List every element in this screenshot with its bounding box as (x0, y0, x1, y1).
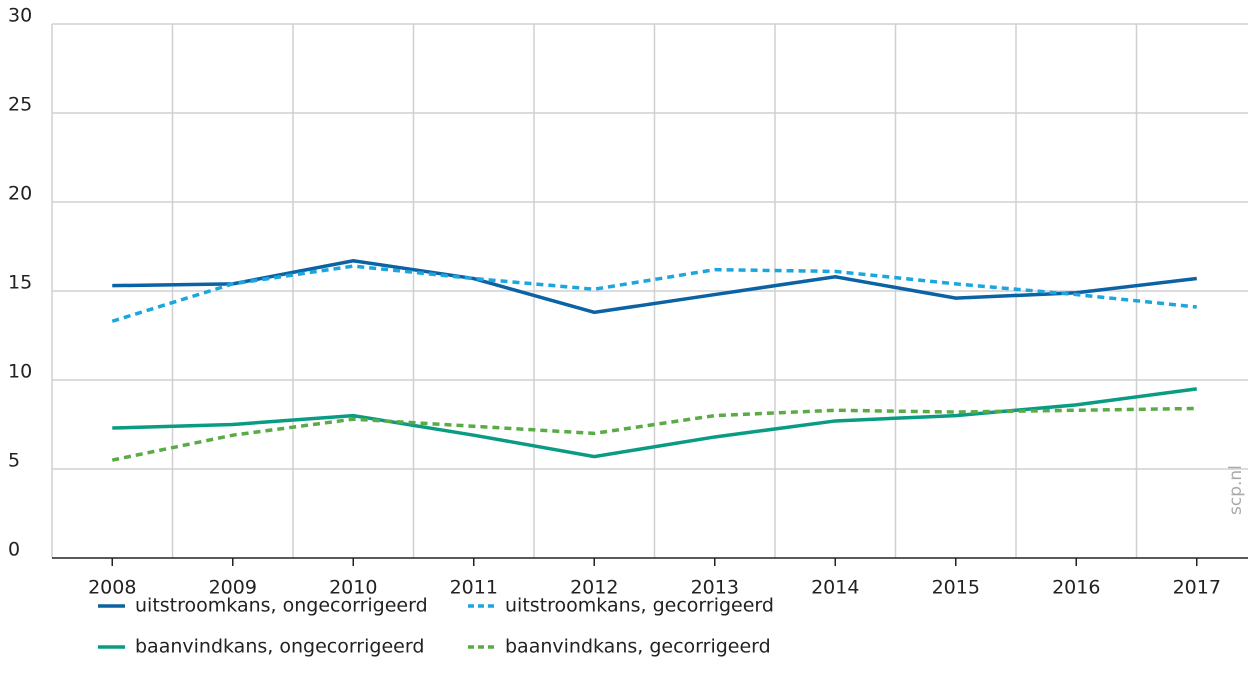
series-line (112, 258, 1197, 315)
x-tick-label: 2011 (450, 577, 498, 599)
x-tick-label: 2017 (1173, 577, 1221, 599)
legend-label: baanvindkans, gecorrigeerd (505, 636, 771, 658)
x-tick-label: 2014 (811, 577, 859, 599)
y-tick-label: 25 (8, 94, 32, 116)
x-tick-label: 2012 (570, 577, 618, 599)
x-tick-label: 2016 (1052, 577, 1100, 599)
y-tick-label: 30 (8, 5, 32, 27)
series-line (112, 387, 1197, 459)
legend-label: baanvindkans, ongecorrigeerd (135, 636, 424, 658)
watermark: scp.nl (1226, 465, 1246, 515)
series-line (111, 406, 1197, 462)
legend-label: uitstroomkans, gecorrigeerd (505, 595, 774, 617)
y-tick-label: 10 (8, 361, 32, 383)
x-tick-label: 2015 (932, 577, 980, 599)
y-tick-label: 15 (8, 272, 32, 294)
series-line (111, 264, 1197, 323)
x-tick-label: 2008 (88, 577, 136, 599)
legend-label: uitstroomkans, ongecorrigeerd (135, 595, 428, 617)
y-tick-label: 20 (8, 183, 32, 205)
x-tick-label: 2010 (329, 577, 377, 599)
y-tick-label: 0 (8, 539, 20, 561)
y-tick-label: 5 (8, 450, 20, 472)
grid (51, 23, 1248, 558)
x-tick-label: 2009 (209, 577, 257, 599)
x-tick-label: 2013 (691, 577, 739, 599)
